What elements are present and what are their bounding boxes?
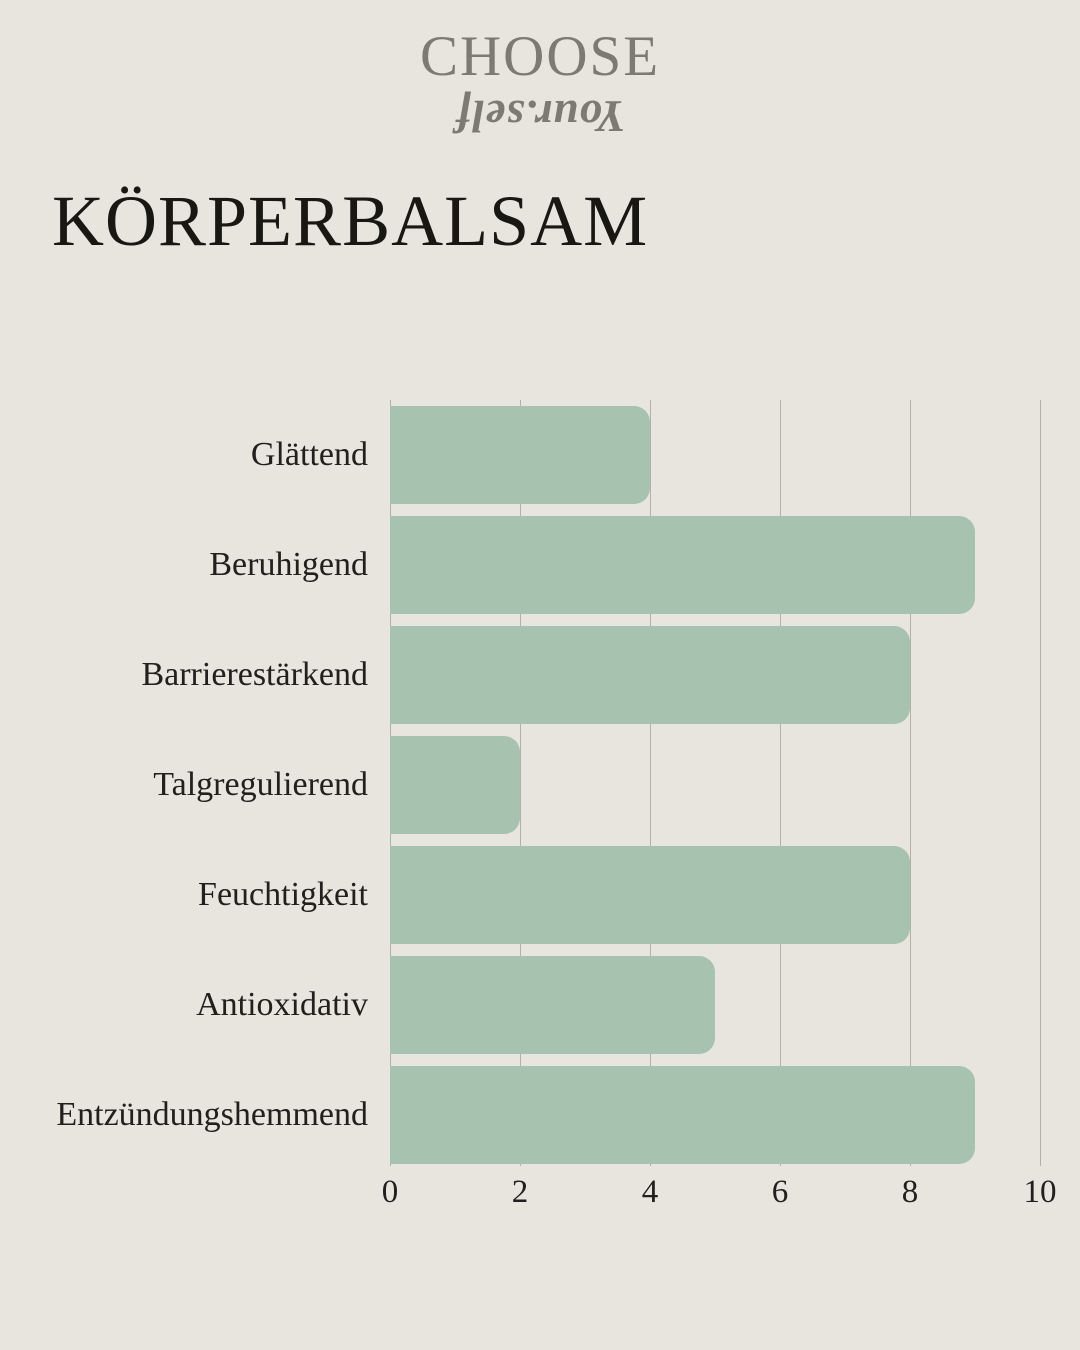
category-label-entzündungshemmend: Entzündungshemmend <box>56 1096 368 1133</box>
bar-chart-category-labels: Glättend Beruhigend Barrierestärkend Talgre… <box>0 400 368 1166</box>
category-label-antioxidativ: Antioxidativ <box>196 986 368 1023</box>
x-tick-label-8: 8 <box>901 1174 919 1210</box>
x-tick-label-4: 4 <box>641 1174 659 1210</box>
gridline-x-6 <box>780 400 781 1166</box>
brand-logo-choose: CHOOSE <box>419 25 661 88</box>
gridline-x-8 <box>910 400 911 1166</box>
brand-logo-yourself-flipped: Your.self <box>454 91 626 141</box>
bar-entzündungshemmend <box>390 1066 975 1164</box>
brand-logo: CHOOSE Your.self <box>0 25 1080 141</box>
bar-talgregulierend <box>390 736 520 834</box>
x-tick-label-6: 6 <box>771 1174 789 1210</box>
bar-beruhigend <box>390 516 975 614</box>
category-label-glättend: Glättend <box>250 436 368 473</box>
x-tick-label-0: 0 <box>381 1174 399 1210</box>
page-title: KÖRPERBALSAM <box>52 181 649 261</box>
x-tick-label-10: 10 <box>1023 1174 1057 1210</box>
bar-chart-plot-area <box>390 400 1041 1166</box>
gridline-x-4 <box>650 400 651 1166</box>
category-label-barrierestärkend: Barrierestärkend <box>141 656 368 693</box>
bar-glättend <box>390 406 650 504</box>
category-label-talgregulierend: Talgregulierend <box>153 766 368 803</box>
category-label-feuchtigkeit: Feuchtigkeit <box>198 876 368 913</box>
gridline-x-2 <box>520 400 521 1166</box>
gridline-x-10 <box>1040 400 1041 1166</box>
category-label-beruhigend: Beruhigend <box>209 546 368 583</box>
bar-chart-x-axis: 0 2 4 6 8 10 <box>0 1172 1080 1218</box>
x-tick-label-2: 2 <box>511 1174 529 1210</box>
bar-barrierestärkend <box>390 626 910 724</box>
bar-antioxidativ <box>390 956 715 1054</box>
bar-feuchtigkeit <box>390 846 910 944</box>
